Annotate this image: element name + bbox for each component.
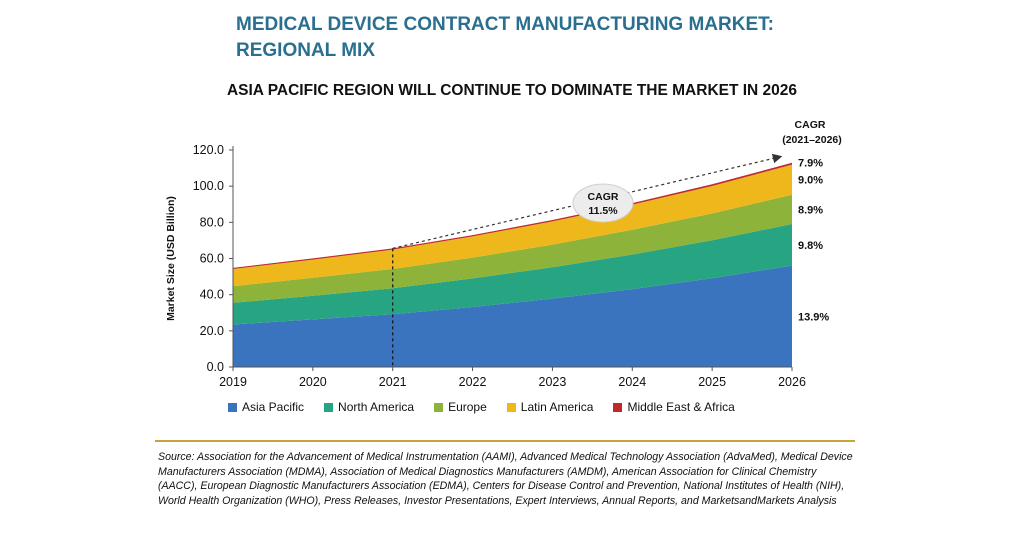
legend-swatch — [324, 402, 334, 412]
source-divider — [155, 440, 855, 442]
legend-swatch — [434, 402, 444, 412]
y-tick-label: 100.0 — [193, 179, 224, 193]
cagr-bubble-value: 11.5% — [588, 205, 618, 217]
cagr-label-0: 13.9% — [798, 311, 829, 323]
legend-swatch — [613, 402, 623, 412]
x-tick-label: 2023 — [539, 375, 567, 389]
cagr-header-period: (2021–2026) — [782, 134, 842, 146]
cagr-bubble-title: CAGR — [588, 191, 619, 203]
y-tick-label: 20.0 — [200, 324, 224, 338]
chart-subtitle: ASIA PACIFIC REGION WILL CONTINUE TO DOM… — [226, 82, 798, 99]
area-layers — [233, 162, 792, 367]
axes: 0.0 20.0 40.0 60.0 80.0 100.0 120.0 2019 2020 202… — [165, 143, 806, 389]
chart-title: MEDICAL DEVICE CONTRACT MANUFACTURING MA… — [236, 12, 876, 64]
y-tick-label: 60.0 — [200, 252, 224, 266]
cagr-label-2: 8.9% — [798, 204, 823, 216]
x-tick-label: 2019 — [219, 375, 247, 389]
y-tick-label: 120.0 — [193, 143, 224, 157]
legend-item: Latin America — [506, 400, 594, 414]
y-tick-label: 40.0 — [200, 288, 224, 302]
legend-label: Latin America — [520, 400, 594, 414]
legend-item: Europe — [434, 400, 487, 414]
cagr-label-3: 9.0% — [798, 175, 823, 187]
legend: Asia Pacific North America Europe Latin Ame… — [228, 400, 828, 414]
legend-label: Europe — [448, 400, 487, 414]
area-north-america — [233, 224, 792, 325]
cagr-bubble — [572, 183, 634, 223]
x-tick-label: 2025 — [698, 375, 726, 389]
cagr-label-1: 9.8% — [798, 240, 823, 252]
cagr-label-4: 7.9% — [798, 158, 823, 170]
chart-title-line-1: MEDICAL DEVICE CONTRACT MANUFACTURING MA… — [236, 14, 774, 35]
x-tick-label: 2020 — [299, 375, 327, 389]
legend-label: Asia Pacific — [242, 400, 305, 414]
x-tick-label: 2021 — [379, 375, 407, 389]
annotations: CAGR 11.5% CAGR (2021–2026) 13.9% 9.8% 8.9% 9.0… — [392, 119, 842, 367]
legend-swatch — [506, 402, 516, 412]
source-note: Source: Association for the Advancement … — [158, 451, 853, 507]
legend-item: Asia Pacific — [228, 400, 304, 414]
area-latin-america — [233, 164, 792, 287]
chart-title-line-2: REGIONAL MIX — [236, 40, 375, 61]
y-axis-label: Market Size (USD Billion) — [165, 196, 177, 321]
legend-swatch — [228, 402, 237, 412]
x-tick-label: 2022 — [459, 375, 487, 389]
legend-item: North America — [324, 400, 414, 414]
x-tick-label: 2024 — [618, 375, 646, 389]
legend-label: Middle East & Africa — [627, 400, 735, 414]
y-tick-label: 0.0 — [207, 360, 224, 374]
legend-label: North America — [338, 400, 415, 414]
cagr-header-title: CAGR — [795, 119, 826, 131]
area-asia-pacific — [233, 265, 792, 367]
legend-item: Middle East & Africa — [613, 400, 735, 414]
y-tick-label: 80.0 — [200, 215, 224, 229]
stacked-area-chart: 0.0 20.0 40.0 60.0 80.0 100.0 120.0 2019 2020 202… — [165, 119, 842, 389]
area-europe — [233, 194, 792, 303]
x-tick-label: 2026 — [778, 375, 806, 389]
